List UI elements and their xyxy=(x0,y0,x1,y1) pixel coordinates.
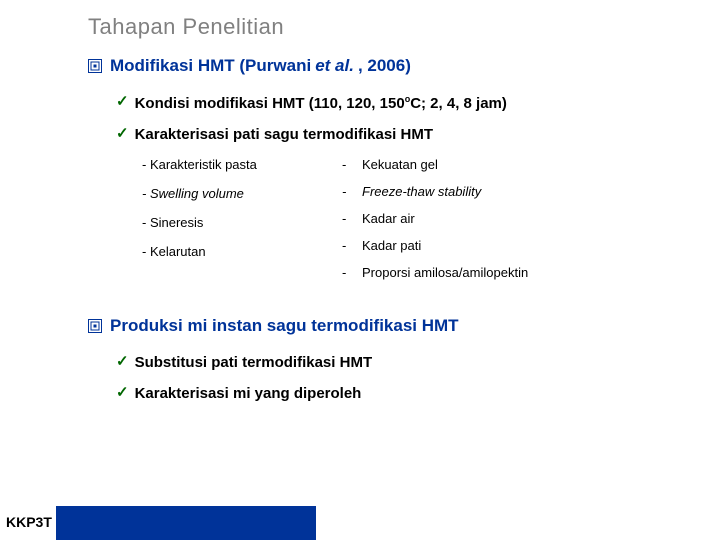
heading-1-pre: Modifikasi HMT (Purwani xyxy=(110,56,311,76)
heading-2-text: Produksi mi instan sagu termodifikasi HM… xyxy=(110,316,459,336)
list-item: -Kadar pati xyxy=(342,238,642,253)
content-area: Modifikasi HMT (Purwani et al. , 2006) ✓… xyxy=(88,56,688,416)
list-item: -Kadar air xyxy=(342,211,642,226)
list-item: -Proporsi amilosa/amilopektin xyxy=(342,265,642,280)
check-icon: ✓ xyxy=(116,385,129,400)
heading-1-post: , 2006) xyxy=(358,56,411,76)
bullet-text: Kondisi modifikasi HMT (110, 120, 150oC;… xyxy=(135,94,507,112)
list-item: -Freeze-thaw stability xyxy=(342,184,642,199)
list-item: - Sineresis xyxy=(142,215,342,230)
list-item: - Kelarutan xyxy=(142,244,342,259)
bullet-text: Substitusi pati termodifikasi HMT xyxy=(135,354,373,371)
check-icon: ✓ xyxy=(116,126,129,141)
bullet-text: Karakterisasi pati sagu termodifikasi HM… xyxy=(135,126,433,143)
square-spiral-icon xyxy=(88,319,102,333)
section-heading-2: Produksi mi instan sagu termodifikasi HM… xyxy=(88,316,688,336)
bullet-karakterisasi: ✓ Karakterisasi pati sagu termodifikasi … xyxy=(116,126,688,143)
list-item: - Karakteristik pasta xyxy=(142,157,342,172)
page-title: Tahapan Penelitian xyxy=(88,14,284,40)
footer-bar xyxy=(56,506,316,540)
column-right: -Kekuatan gel -Freeze-thaw stability -Ka… xyxy=(342,157,642,292)
bullet-substitusi: ✓ Substitusi pati termodifikasi HMT xyxy=(116,354,688,371)
bullet-kondisi: ✓ Kondisi modifikasi HMT (110, 120, 150o… xyxy=(116,94,688,112)
square-spiral-icon xyxy=(88,59,102,73)
slide: Tahapan Penelitian Modifikasi HMT (Purwa… xyxy=(0,0,720,540)
check-icon: ✓ xyxy=(116,354,129,369)
two-column-list: - Karakteristik pasta - Swelling volume … xyxy=(142,157,688,292)
check-icon: ✓ xyxy=(116,94,129,109)
footer: KKP3T xyxy=(0,506,316,540)
list-item: -Kekuatan gel xyxy=(342,157,642,172)
footer-label: KKP3T xyxy=(0,506,56,540)
heading-1-italic: et al. xyxy=(315,56,354,76)
list-item: - Swelling volume xyxy=(142,186,342,201)
bullet-text: Karakterisasi mi yang diperoleh xyxy=(135,385,362,402)
section-2: Produksi mi instan sagu termodifikasi HM… xyxy=(88,316,688,402)
section-heading-1: Modifikasi HMT (Purwani et al. , 2006) xyxy=(88,56,688,76)
bullet-karakterisasi-mi: ✓ Karakterisasi mi yang diperoleh xyxy=(116,385,688,402)
column-left: - Karakteristik pasta - Swelling volume … xyxy=(142,157,342,292)
